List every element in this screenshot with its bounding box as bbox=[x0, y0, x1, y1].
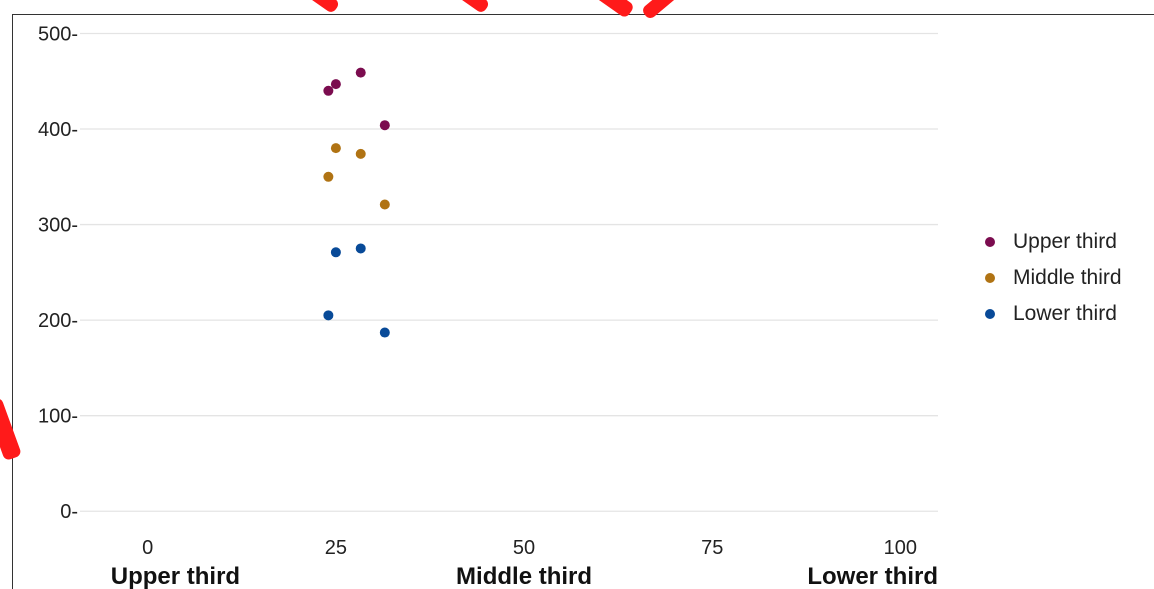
y-tick-label-200: 200- bbox=[38, 310, 78, 332]
x-tick-label-75: 75 bbox=[701, 537, 723, 559]
legend-label-middle-third: Middle third bbox=[1013, 266, 1122, 289]
legend-marker-upper-third bbox=[985, 237, 995, 247]
x-tick-label-25: 25 bbox=[325, 537, 347, 559]
x-category-label-middle-third: Middle third bbox=[456, 563, 592, 589]
legend-marker-lower-third bbox=[985, 309, 995, 319]
legend-item-upper-third: Upper third bbox=[980, 224, 1150, 260]
point-upper-third-2 bbox=[355, 67, 366, 78]
grid-layer bbox=[80, 32, 938, 512]
point-middle-third-2 bbox=[355, 148, 366, 159]
point-upper-third-3 bbox=[379, 120, 390, 131]
legend-item-lower-third: Lower third bbox=[980, 296, 1150, 332]
y-axis: 0- 100- 200- 300- 400- 500- bbox=[38, 23, 78, 523]
page-frame-top bbox=[12, 14, 1154, 15]
y-tick-label-400: 400- bbox=[38, 119, 78, 141]
legend-label-lower-third: Lower third bbox=[1013, 302, 1117, 325]
legend-item-middle-third: Middle third bbox=[980, 260, 1150, 296]
point-upper-third-0 bbox=[323, 85, 334, 96]
x-tick-label-100: 100 bbox=[884, 537, 917, 559]
y-tick-label-500: 500- bbox=[38, 23, 78, 45]
x-category-label-lower-third: Lower third bbox=[807, 563, 938, 589]
legend: Upper third Middle third Lower third bbox=[980, 224, 1150, 332]
point-middle-third-0 bbox=[323, 171, 334, 182]
y-tick-label-100: 100- bbox=[38, 406, 78, 428]
x-category-label-upper-third: Upper third bbox=[111, 563, 240, 589]
point-upper-third-1 bbox=[330, 79, 341, 90]
x-tick-label-0: 0 bbox=[142, 537, 153, 559]
point-lower-third-0 bbox=[323, 310, 334, 321]
y-tick-label-0: 0- bbox=[60, 501, 78, 523]
legend-label-upper-third: Upper third bbox=[1013, 230, 1117, 253]
point-lower-third-3 bbox=[379, 327, 390, 338]
x-tick-label-50: 50 bbox=[513, 537, 535, 559]
x-axis: 0 25 50 75 100 Upper third Middle third Lower t… bbox=[111, 537, 938, 589]
page-frame-left bbox=[12, 14, 13, 589]
point-middle-third-3 bbox=[379, 199, 390, 210]
legend-marker-middle-third bbox=[985, 273, 995, 283]
point-lower-third-2 bbox=[355, 243, 366, 254]
point-middle-third-1 bbox=[330, 143, 341, 154]
point-lower-third-1 bbox=[330, 247, 341, 258]
y-tick-label-300: 300- bbox=[38, 215, 78, 237]
data-points bbox=[323, 67, 390, 338]
